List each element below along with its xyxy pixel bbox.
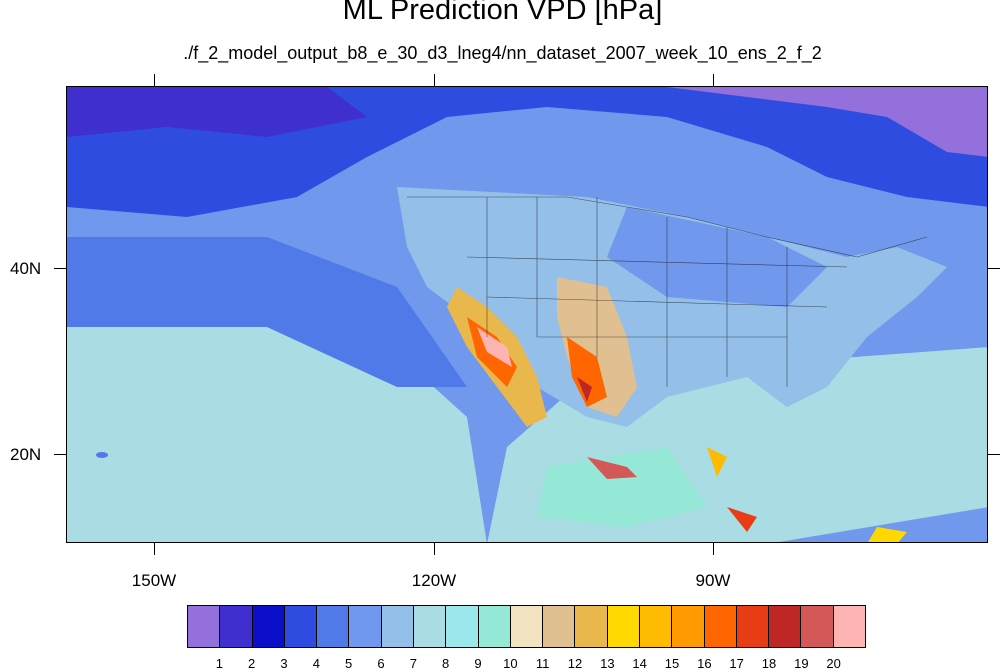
- colorbar-swatch: [188, 606, 221, 647]
- colorbar-label: 20: [826, 656, 841, 671]
- colorbar-swatch: [510, 606, 544, 647]
- lat-tick: [54, 268, 66, 269]
- field-northwest-band: [67, 87, 367, 137]
- colorbar-label: 12: [567, 656, 583, 671]
- colorbar-label: 16: [697, 656, 712, 671]
- lon-label-120w: 120W: [411, 571, 457, 590]
- field-mexico-core: [567, 337, 607, 407]
- lon-label-90w: 90W: [695, 571, 731, 590]
- colorbar-swatch: [639, 606, 673, 647]
- lat-tick: [54, 454, 66, 455]
- lon-tick: [434, 543, 435, 555]
- lat-label-20n: 20N: [10, 445, 42, 464]
- field-continental-us: [397, 187, 947, 427]
- colorbar-swatch: [446, 606, 479, 647]
- colorbar-label: 15: [664, 656, 680, 671]
- colorbar-swatch: [413, 606, 447, 647]
- colorbar-label: 2: [248, 656, 256, 671]
- map-title: ML Prediction VPD [hPa]: [342, 0, 663, 26]
- colorbar-label: 18: [761, 656, 777, 671]
- colorbar-swatch: [801, 606, 834, 647]
- field-pacific-mid: [67, 237, 467, 387]
- colorbar-swatch: [381, 606, 414, 647]
- colorbar-swatch: [672, 606, 705, 647]
- colorbar-swatch: [220, 606, 253, 647]
- colorbar-swatch: [769, 606, 802, 647]
- lon-tick: [713, 74, 714, 86]
- colorbar-label: 6: [377, 656, 385, 671]
- colorbar-label: 13: [600, 656, 615, 671]
- field-midwest: [607, 207, 827, 307]
- lat-tick: [988, 268, 1000, 269]
- vpd-field: [67, 87, 987, 542]
- colorbar-label: 17: [729, 656, 744, 671]
- lon-tick: [713, 543, 714, 555]
- lon-tick: [434, 74, 435, 86]
- colorbar-swatch: [833, 606, 865, 647]
- colorbar-label: 7: [409, 656, 417, 671]
- colorbar-label: 11: [535, 656, 550, 671]
- field-central-mexico: [587, 457, 637, 479]
- colorbar: [187, 605, 866, 648]
- colorbar-label: 19: [794, 656, 809, 671]
- colorbar-swatch: [252, 606, 285, 647]
- colorbar-label: 5: [345, 656, 353, 671]
- colorbar-label: 8: [442, 656, 450, 671]
- colorbar-swatch: [736, 606, 770, 647]
- state-boundaries: [407, 196, 928, 387]
- lon-tick: [154, 543, 155, 555]
- colorbar-swatch: [543, 606, 576, 647]
- colorbar-label: 3: [280, 656, 288, 671]
- colorbar-label: 9: [474, 656, 482, 671]
- colorbar-label: 14: [632, 656, 647, 671]
- colorbar-swatch: [704, 606, 737, 647]
- lon-label-150w: 150W: [131, 571, 177, 590]
- field-eastern-pacific: [537, 447, 707, 527]
- vpd-map: [66, 86, 988, 543]
- colorbar-swatch: [284, 606, 318, 647]
- field-yucatan: [707, 447, 727, 477]
- field-hawaii: [96, 452, 108, 458]
- colorbar-swatch: [607, 606, 640, 647]
- field-south-america: [868, 527, 907, 542]
- lat-label-40n: 40N: [10, 259, 42, 278]
- field-mexico-max: [577, 377, 592, 402]
- colorbar-swatch: [478, 606, 511, 647]
- map-subtitle: ./f_2_model_output_b8_e_30_d3_lneg4/nn_d…: [183, 43, 822, 63]
- field-southwest-max: [477, 327, 512, 367]
- colorbar-label: 4: [312, 656, 320, 671]
- colorbar-label: 10: [503, 656, 518, 671]
- colorbar-labels: 1 2 3 4 5 6 7 8 9 10 11 12 13 14 15 16 17 18 19 20: [187, 656, 866, 672]
- lon-tick: [154, 74, 155, 86]
- field-northeast-low: [667, 87, 987, 157]
- colorbar-swatch: [349, 606, 382, 647]
- colorbar-swatch: [317, 606, 350, 647]
- colorbar-label: 1: [215, 656, 223, 671]
- lat-tick: [988, 454, 1000, 455]
- colorbar-swatch: [575, 606, 608, 647]
- field-central-america: [727, 507, 757, 532]
